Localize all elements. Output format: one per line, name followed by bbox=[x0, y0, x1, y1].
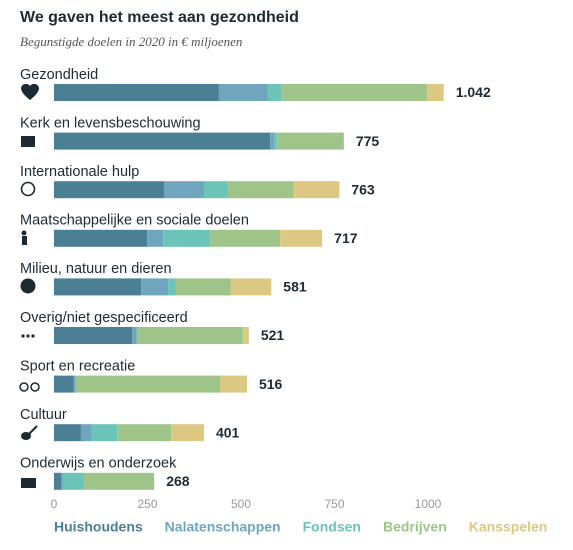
icon-people-body bbox=[22, 236, 27, 245]
bar-segment bbox=[74, 375, 77, 393]
bar-segment bbox=[76, 375, 221, 393]
total-label: 581 bbox=[283, 279, 307, 295]
bar-segment bbox=[270, 132, 275, 150]
legend-label: Kansspelen bbox=[469, 519, 548, 535]
total-label: 717 bbox=[334, 230, 358, 246]
category-label: Kerk en levensbeschouwing bbox=[20, 115, 201, 131]
icon-globe bbox=[20, 181, 36, 197]
bar-segment bbox=[117, 424, 172, 442]
icon-earth bbox=[20, 278, 36, 294]
total-label: 516 bbox=[259, 376, 283, 392]
bar-segment bbox=[163, 181, 204, 199]
bar-segment bbox=[54, 229, 148, 247]
total-label: 401 bbox=[216, 424, 240, 440]
bar-segment bbox=[62, 472, 84, 490]
bar-segment bbox=[54, 327, 133, 344]
bar-segment bbox=[218, 84, 268, 101]
bar-segment bbox=[230, 278, 272, 296]
category-label: Maatschappelijke en sociale doelen bbox=[20, 213, 249, 229]
bar-segment bbox=[54, 181, 164, 199]
total-label: 763 bbox=[351, 181, 375, 197]
category-label: Internationale hulp bbox=[20, 164, 139, 180]
total-label: 1.042 bbox=[456, 84, 491, 100]
bar-segment bbox=[83, 472, 155, 490]
bar-segment bbox=[147, 229, 164, 247]
chart-title: We gaven het meest aan gezondheid bbox=[20, 9, 299, 26]
icon-book bbox=[21, 478, 36, 488]
bar-segment bbox=[141, 278, 169, 296]
bar-segment bbox=[277, 132, 344, 150]
category-label: Sport en recreatie bbox=[20, 358, 135, 374]
x-tick-label: 250 bbox=[137, 497, 157, 511]
bar-segment bbox=[163, 229, 211, 247]
bar-segment bbox=[220, 375, 247, 393]
total-label: 775 bbox=[356, 133, 380, 149]
bar-segment bbox=[54, 472, 62, 490]
legend-label: Nalatenschappen bbox=[165, 519, 281, 535]
legend-label: Fondsen bbox=[303, 519, 361, 535]
bar-segment bbox=[80, 424, 92, 442]
x-tick-label: 500 bbox=[231, 497, 251, 511]
bar-segment bbox=[267, 84, 282, 101]
icon-guitar bbox=[21, 432, 31, 440]
category-label: Milieu, natuur en dieren bbox=[20, 261, 172, 277]
icons bbox=[19, 83, 40, 488]
bar-segment bbox=[274, 132, 278, 150]
bar-segment bbox=[168, 278, 176, 296]
bar-segment bbox=[54, 278, 142, 296]
bar-segment bbox=[73, 375, 75, 393]
bar-segment bbox=[293, 181, 340, 199]
bar-segment bbox=[61, 472, 63, 490]
bar-segment bbox=[91, 424, 118, 442]
category-label: Overig/niet gespecificeerd bbox=[20, 310, 188, 326]
bar-segment bbox=[203, 181, 228, 199]
x-tick-label: 1000 bbox=[415, 497, 442, 511]
icon-people bbox=[21, 230, 27, 236]
bar-segment bbox=[136, 327, 139, 344]
bar-segment bbox=[171, 424, 204, 442]
bar-segment bbox=[54, 84, 219, 101]
bar-segment bbox=[426, 84, 444, 101]
chart-subtitle: Begunstigde doelen in 2020 in € miljoene… bbox=[20, 34, 242, 49]
x-tick-label: 750 bbox=[324, 497, 344, 511]
bar-segment bbox=[54, 132, 271, 150]
total-label: 268 bbox=[166, 473, 190, 489]
bar-segment bbox=[175, 278, 231, 296]
icon-church bbox=[21, 136, 35, 147]
total-label: 521 bbox=[261, 327, 285, 343]
icon-bike bbox=[19, 382, 29, 392]
icon-heart bbox=[21, 83, 39, 100]
bar-segment bbox=[210, 229, 281, 247]
category-label: Gezondheid bbox=[20, 67, 98, 83]
category-label: Cultuur bbox=[20, 407, 67, 423]
bar-segment bbox=[138, 327, 243, 344]
bar-segment bbox=[242, 327, 249, 344]
category-label: Onderwijs en onderzoek bbox=[20, 456, 177, 472]
bar-segment bbox=[227, 181, 294, 199]
legend-label: Huishoudens bbox=[54, 519, 143, 535]
bar-segment bbox=[132, 327, 137, 344]
bar-segment bbox=[280, 229, 323, 247]
bar-segment bbox=[281, 84, 427, 101]
legend-label: Bedrijven bbox=[383, 519, 447, 535]
bar-segment bbox=[54, 375, 74, 393]
bar-segment bbox=[54, 424, 81, 442]
x-tick-label: 0 bbox=[51, 497, 58, 511]
